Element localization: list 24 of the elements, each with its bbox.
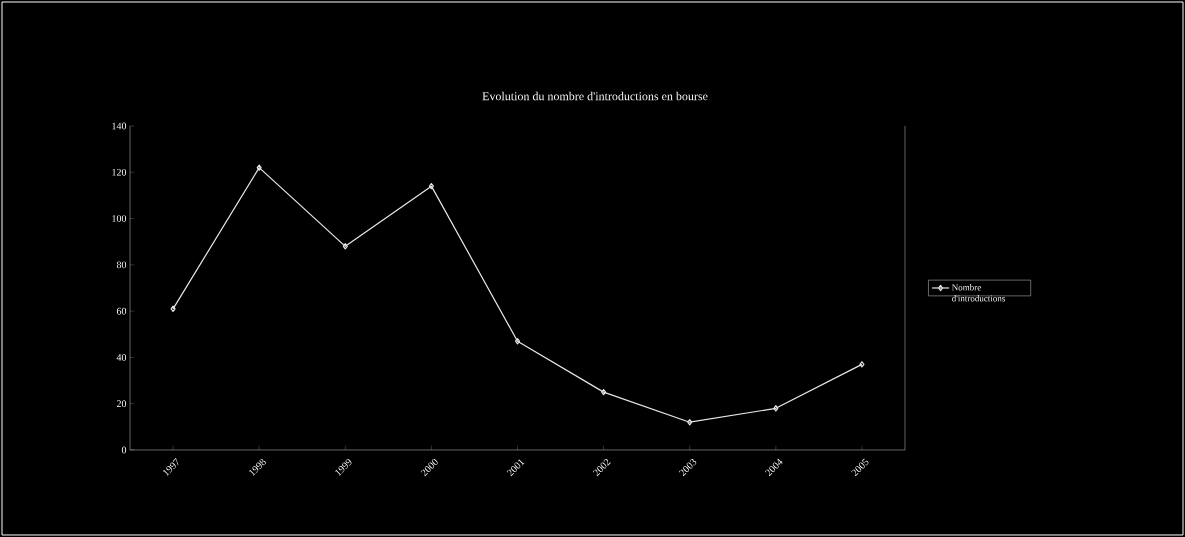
y-tick-label: 20 [116,400,127,408]
y-tick-label: 0 [121,446,127,454]
x-tick-label: 2000 [420,459,438,477]
point [514,338,521,345]
chart-title: Evolution du nombre d'introductions en bourse [482,91,708,101]
y-tick-label: 80 [116,261,127,269]
x-tick-label: 1999 [335,459,352,477]
point [256,164,262,171]
x-tick-label: 2002 [592,459,611,477]
point [601,388,607,396]
x-tick-label: 1998 [249,458,266,477]
y-tick-label: 140 [112,122,127,130]
y-tick-label: 40 [116,354,127,361]
point [687,419,693,426]
point [342,243,348,250]
x-tick-label: 2004 [765,458,783,477]
y-tick-label: 60 [116,307,127,315]
point [773,405,779,412]
y-tick-label: 120 [112,168,127,176]
x-tick-label: 2001 [506,459,525,477]
y-tick-label: 100 [112,215,127,222]
x-tick-label: 2003 [679,458,697,477]
legend-label: Nombre d'introductions [951,284,1006,302]
point [428,182,434,190]
